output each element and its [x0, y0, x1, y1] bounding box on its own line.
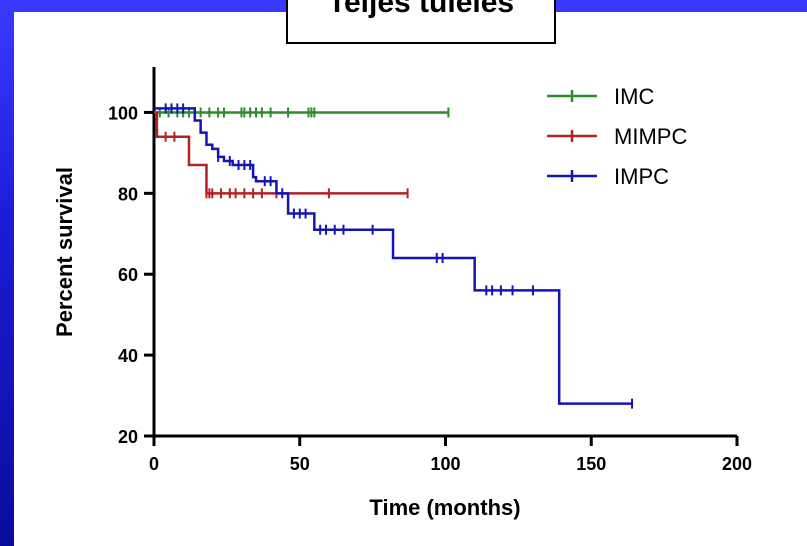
axes: 0 50 100 150 200 20 40 60 80 100 Time (months) P… [52, 67, 752, 520]
series-imc [154, 107, 450, 118]
y-tick-label-80: 80 [118, 184, 138, 204]
legend-label-mimpc: MIMPC [614, 124, 687, 149]
series-layer [154, 103, 634, 409]
x-tick-label-0: 0 [149, 454, 159, 474]
survival-chart: 0 50 100 150 200 20 40 60 80 100 Time (months) P… [52, 67, 752, 520]
series-mimpc [154, 111, 409, 199]
x-axis-title: Time (months) [369, 495, 520, 520]
legend-item-impc: IMPC [547, 164, 669, 189]
legend-item-mimpc: MIMPC [547, 124, 687, 149]
series-impc [154, 103, 634, 409]
y-tick-label-60: 60 [118, 265, 138, 285]
x-tick-label-150: 150 [576, 454, 606, 474]
x-tick-label-100: 100 [430, 454, 460, 474]
y-tick-label-100: 100 [108, 103, 138, 123]
x-tick-label-200: 200 [722, 454, 752, 474]
survival-curve-mimpc [154, 111, 408, 195]
legend-label-imc: IMC [614, 84, 654, 109]
y-tick-label-20: 20 [118, 427, 138, 447]
legend-item-imc: IMC [547, 84, 654, 109]
y-tick-label-40: 40 [118, 346, 138, 366]
y-axis-title: Percent survival [52, 167, 77, 337]
legend: IMC MIMPC IMPC [547, 84, 687, 189]
chart-title: Teljes túlélés [327, 0, 515, 19]
legend-label-impc: IMPC [614, 164, 669, 189]
survival-curve-impc [154, 107, 633, 405]
x-tick-label-50: 50 [290, 454, 310, 474]
title-box: Teljes túlélés [286, 0, 556, 44]
chart-panel: 0 50 100 150 200 20 40 60 80 100 Time (months) P… [14, 0, 807, 546]
